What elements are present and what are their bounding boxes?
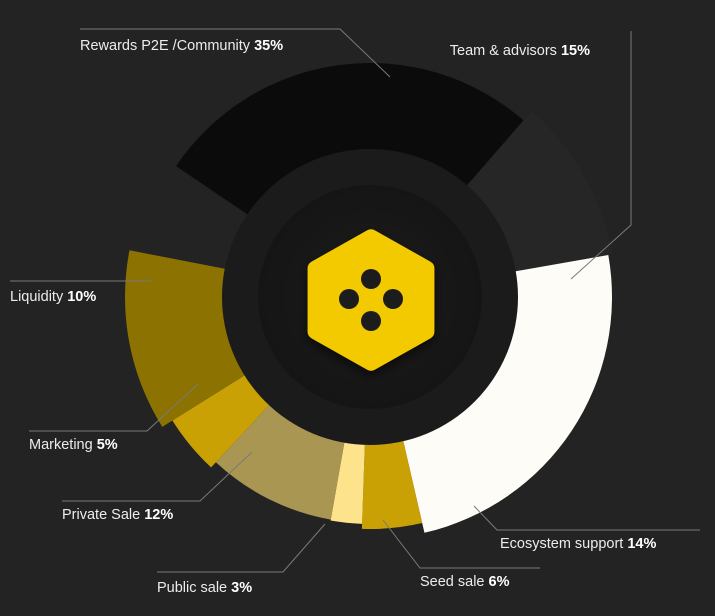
slice-label-percent: 12% xyxy=(144,507,173,523)
leader-line-ecosystem-support xyxy=(473,505,700,531)
slice-label-name: Liquidity xyxy=(10,289,67,305)
slice-label-name: Marketing xyxy=(29,437,97,453)
leader-line-team-advisors xyxy=(570,31,632,280)
slice-label-name: Seed sale xyxy=(420,574,489,590)
logo-dot-top xyxy=(361,269,381,289)
donut-center xyxy=(222,149,518,445)
slice-label-private-sale: Private Sale 12% xyxy=(62,507,173,523)
leader-line-public-sale xyxy=(157,523,326,573)
logo-dot-right xyxy=(383,289,403,309)
slice-label-percent: 5% xyxy=(97,437,118,453)
slice-seed-sale xyxy=(361,433,423,529)
slice-label-percent: 10% xyxy=(67,289,96,305)
slice-label-name: Public sale xyxy=(157,580,231,596)
slice-label-seed-sale: Seed sale 6% xyxy=(420,574,510,590)
slice-label-percent: 35% xyxy=(254,38,283,54)
leader-line-private-sale xyxy=(62,451,253,502)
leader-line-seed-sale xyxy=(382,519,540,569)
hexagon-shape xyxy=(307,229,435,371)
slice-label-percent: 15% xyxy=(561,43,590,59)
slice-label-liquidity: Liquidity 10% xyxy=(10,289,96,305)
slice-label-name: Rewards P2E /Community xyxy=(80,38,254,54)
slice-liquidity xyxy=(124,250,252,427)
slice-label-name: Private Sale xyxy=(62,507,144,523)
leader-line-marketing xyxy=(29,383,199,432)
slice-labels: Rewards P2E /Community 35% Team & advisor… xyxy=(10,28,700,596)
slice-rewards-p2e-community xyxy=(176,62,524,219)
slice-label-name: Ecosystem support xyxy=(500,536,627,552)
hexagon-dots-logo xyxy=(307,229,435,371)
leader-line-rewards-p2e-community xyxy=(80,28,391,78)
slice-label-ecosystem-support: Ecosystem support 14% xyxy=(500,536,656,552)
slice-label-rewards-p2e-community: Rewards P2E /Community 35% xyxy=(80,38,283,54)
slice-label-percent: 3% xyxy=(231,580,252,596)
slice-public-sale xyxy=(330,434,366,524)
slice-label-marketing: Marketing 5% xyxy=(29,437,118,453)
slice-label-team-advisors: Team & advisors 15% xyxy=(450,43,590,59)
slice-label-public-sale: Public sale 3% xyxy=(157,580,252,596)
slice-label-name: Team & advisors xyxy=(450,43,561,59)
logo-dot-bottom xyxy=(361,311,381,331)
logo-dot-left xyxy=(339,289,359,309)
slice-ecosystem-support xyxy=(401,254,612,533)
slice-label-percent: 14% xyxy=(627,536,656,552)
slice-label-percent: 6% xyxy=(489,574,510,590)
slice-marketing xyxy=(172,371,275,468)
